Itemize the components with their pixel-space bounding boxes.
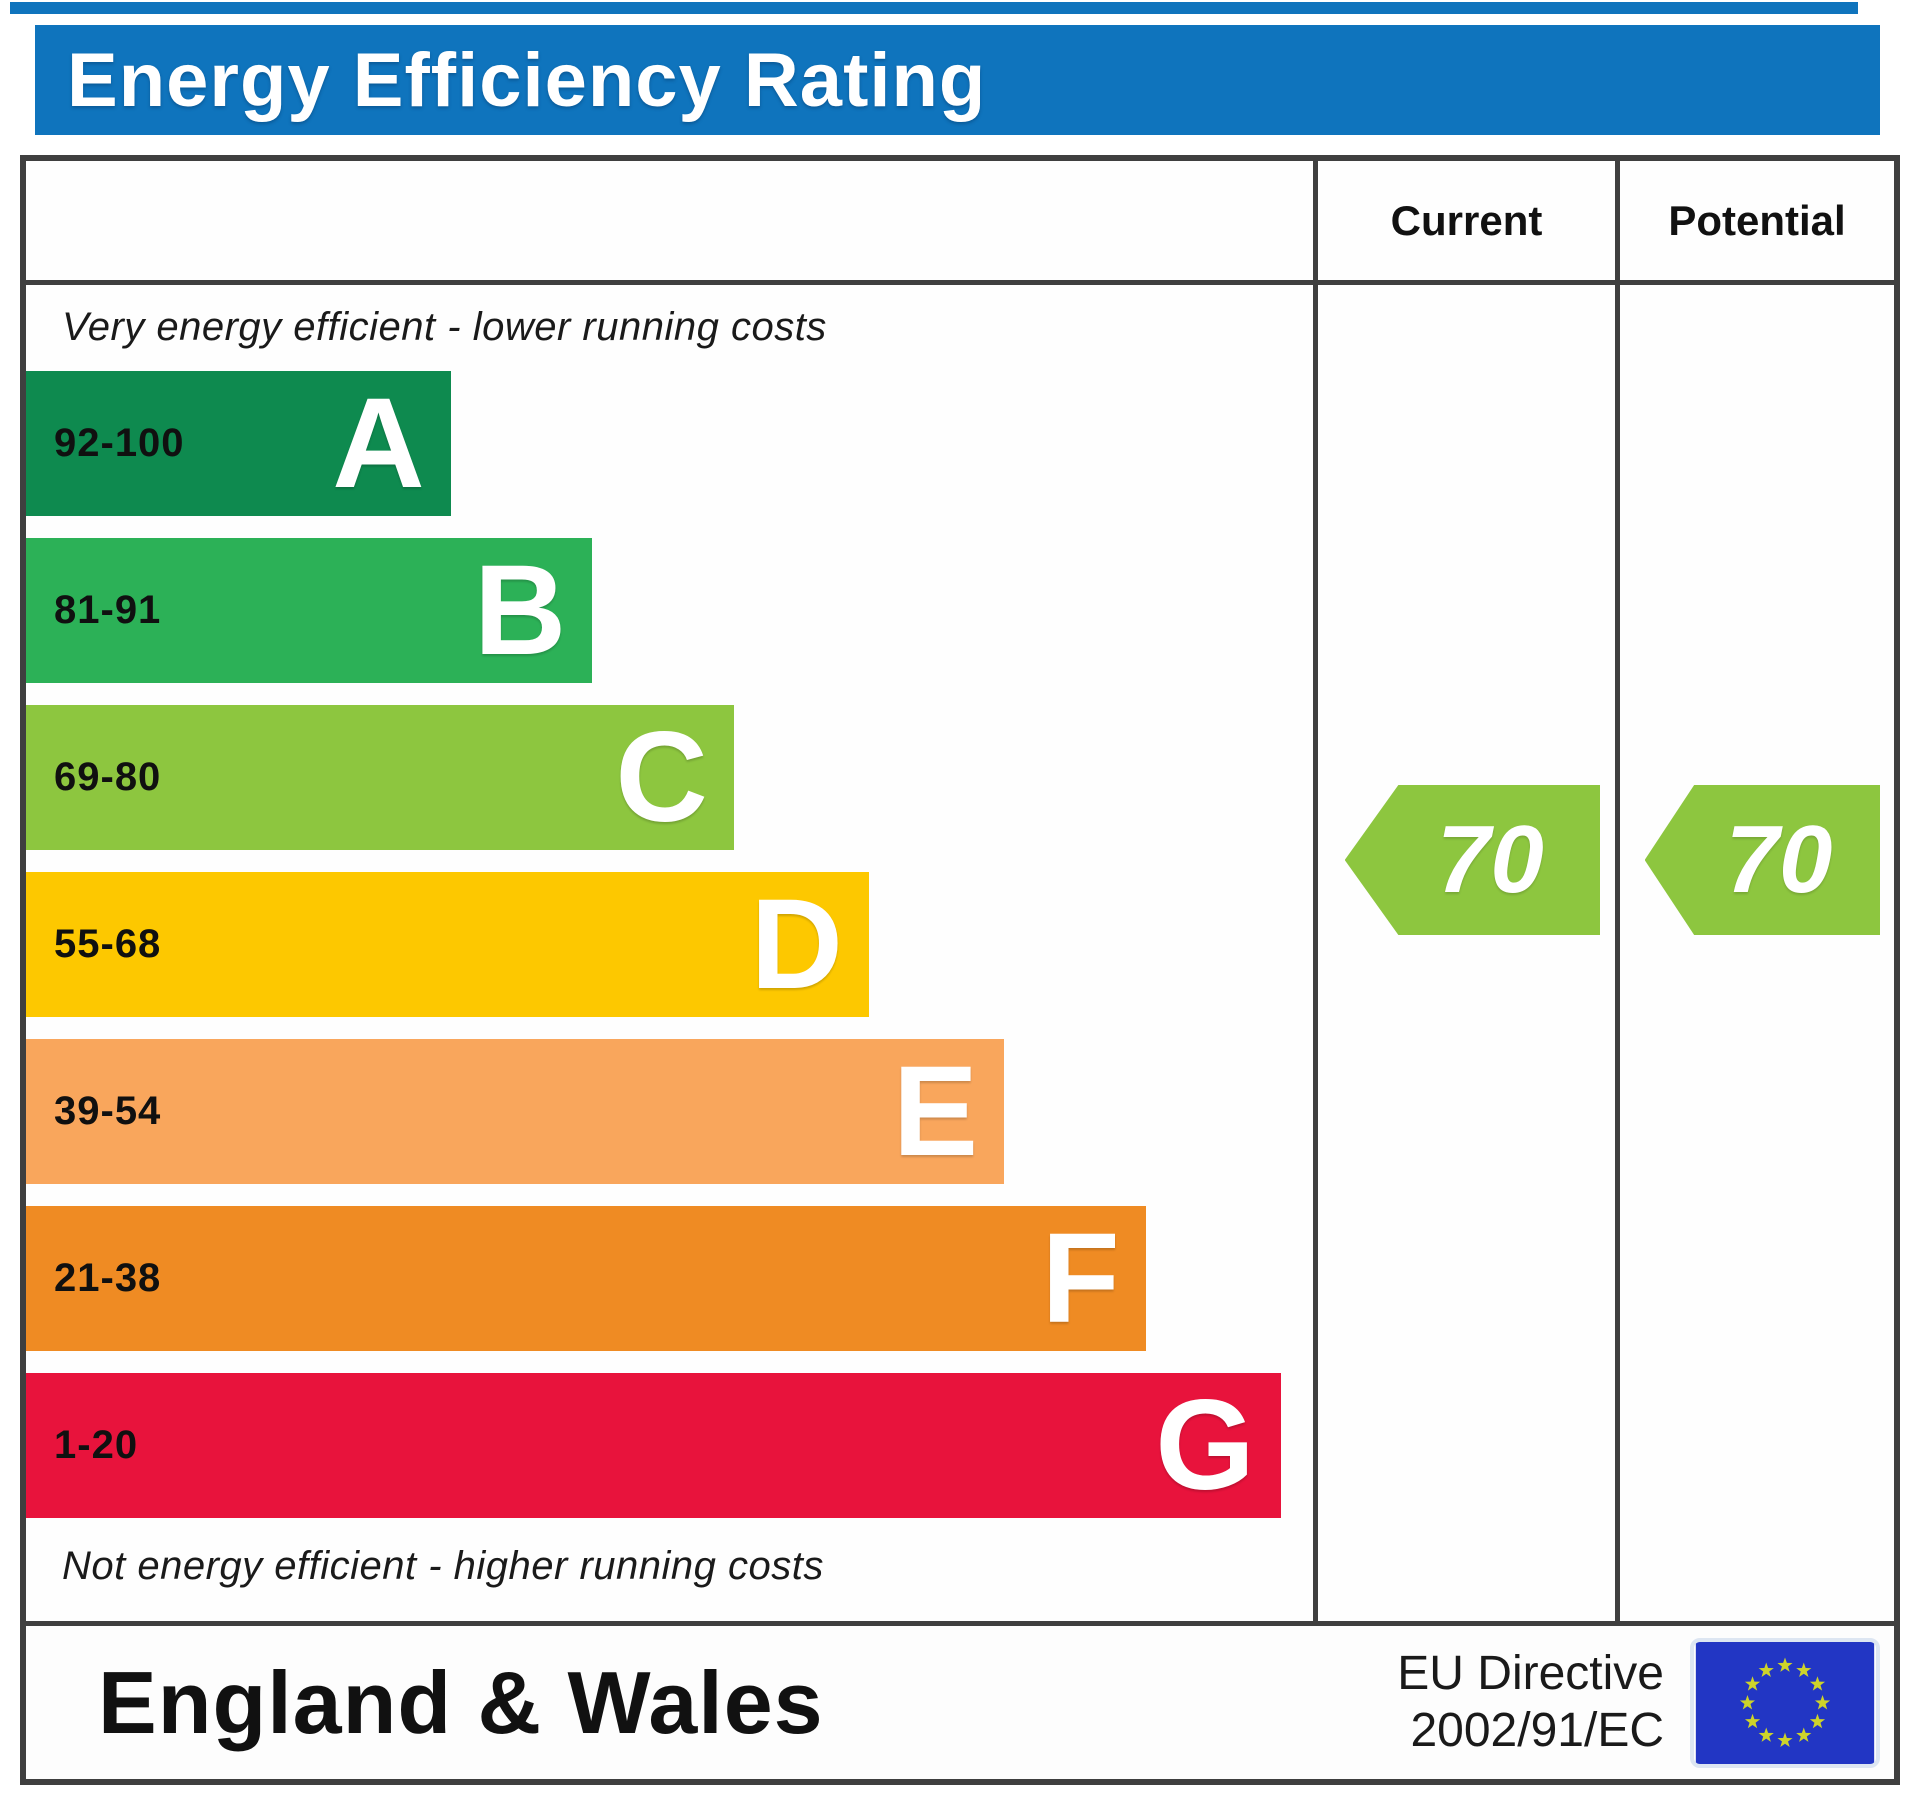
band-letter: D bbox=[750, 873, 843, 1016]
directive-group: EU Directive 2002/91/EC bbox=[1397, 1637, 1880, 1768]
band-row-g: 1-20 G bbox=[26, 1373, 1281, 1518]
band-row-c: 69-80 C bbox=[26, 705, 734, 850]
band-range-label: 69-80 bbox=[54, 755, 162, 799]
band-row-b: 81-91 B bbox=[26, 538, 593, 683]
band-letter: E bbox=[892, 1040, 979, 1183]
band-letter: C bbox=[615, 706, 708, 849]
rating-scale-column: Very energy efficient - lower running co… bbox=[26, 285, 1318, 1621]
band-range-label: 21-38 bbox=[54, 1256, 162, 1300]
band-letter: B bbox=[473, 539, 567, 682]
top-blue-strip bbox=[10, 2, 1858, 14]
title-banner: Energy Efficiency Rating bbox=[35, 25, 1880, 135]
eu-directive-text: EU Directive 2002/91/EC bbox=[1397, 1646, 1664, 1759]
band-list: 92-100 A 81-91 B 69-80 C 55-68 D 39-54 E 21-38 F 1-2… bbox=[26, 371, 1313, 1518]
band-row-a: 92-100 A bbox=[26, 371, 451, 516]
potential-rating-arrow: 70 bbox=[1644, 785, 1881, 935]
band-range-label: 81-91 bbox=[54, 588, 162, 632]
header-current-cell: Current bbox=[1318, 161, 1620, 285]
potential-column-header: Potential bbox=[1668, 196, 1846, 244]
band-row-e: 39-54 E bbox=[26, 1039, 1005, 1184]
current-rating-arrow: 70 bbox=[1344, 785, 1601, 935]
current-rating-value: 70 bbox=[1436, 806, 1544, 913]
bottom-note: Not energy efficient - higher running co… bbox=[62, 1543, 824, 1588]
current-column-header: Current bbox=[1390, 196, 1543, 244]
band-range-label: 39-54 bbox=[54, 1089, 162, 1133]
eu-directive-line1: EU Directive bbox=[1397, 1646, 1664, 1700]
epc-rating-table: Current Potential Very energy efficient … bbox=[20, 155, 1900, 1785]
band-row-d: 55-68 D bbox=[26, 872, 869, 1017]
top-note: Very energy efficient - lower running co… bbox=[62, 304, 827, 349]
band-row-f: 21-38 F bbox=[26, 1206, 1146, 1351]
eu-flag-icon bbox=[1690, 1637, 1880, 1768]
page-title: Energy Efficiency Rating bbox=[67, 37, 987, 123]
header-scale-cell bbox=[26, 161, 1318, 285]
band-range-label: 92-100 bbox=[54, 421, 185, 465]
footer-row: England & Wales EU Directive 2002/91/EC bbox=[26, 1621, 1894, 1779]
potential-rating-value: 70 bbox=[1725, 806, 1833, 913]
region-label: England & Wales bbox=[98, 1652, 824, 1752]
band-letter: A bbox=[332, 372, 425, 515]
band-range-label: 55-68 bbox=[54, 922, 162, 966]
band-letter: F bbox=[1041, 1207, 1120, 1350]
potential-rating-column: 70 bbox=[1620, 285, 1894, 1621]
band-range-label: 1-20 bbox=[54, 1423, 139, 1467]
band-letter: G bbox=[1155, 1374, 1255, 1517]
current-rating-column: 70 bbox=[1318, 285, 1620, 1621]
header-potential-cell: Potential bbox=[1620, 161, 1894, 285]
eu-directive-line2: 2002/91/EC bbox=[1410, 1703, 1664, 1757]
